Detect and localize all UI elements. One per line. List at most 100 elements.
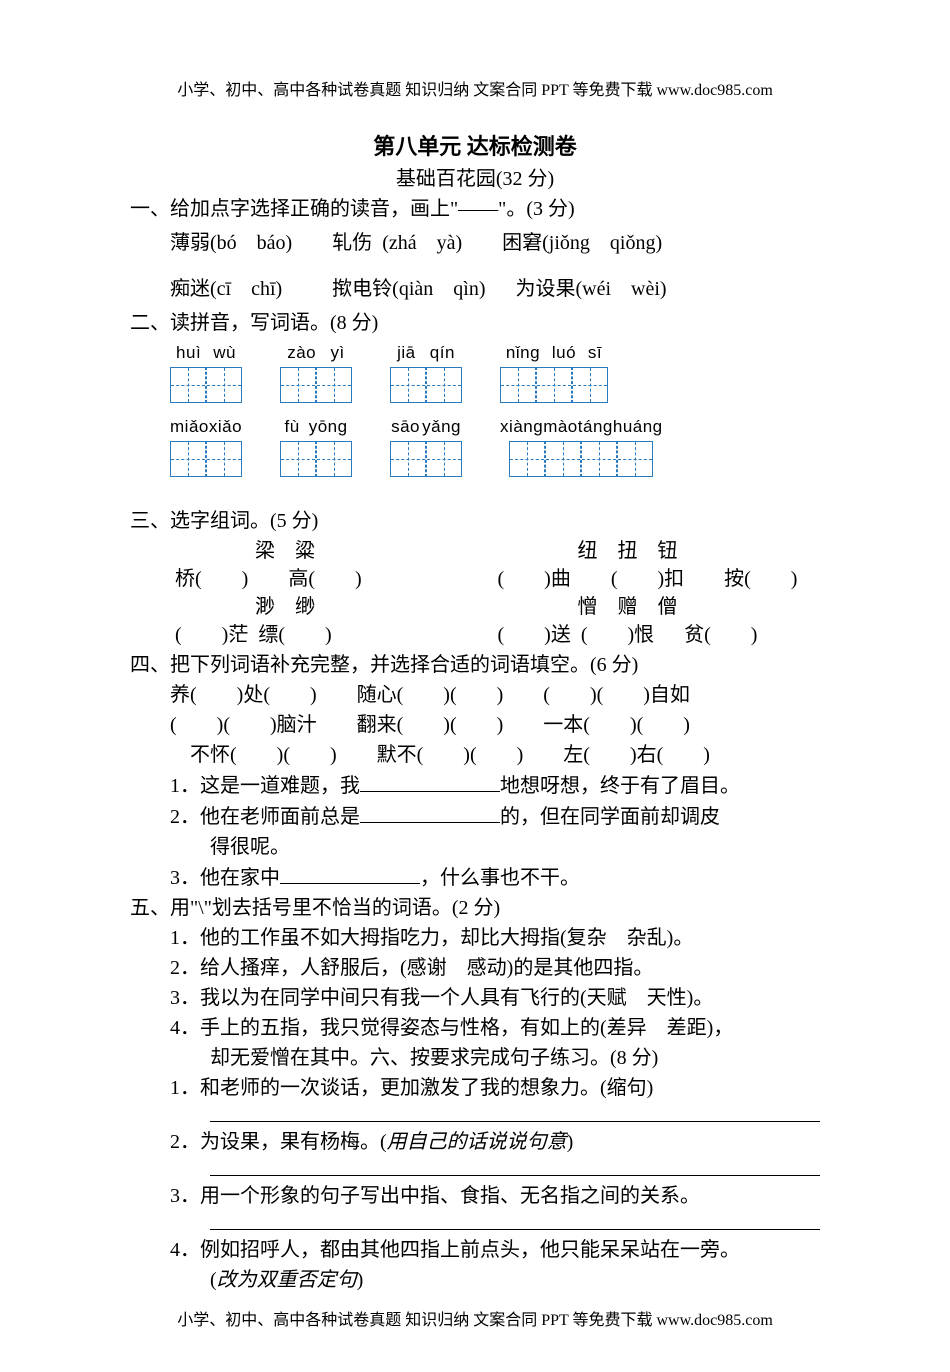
q4-s3: 3．他在家中 ，什么事也不干。 (130, 863, 820, 892)
char-box (280, 367, 316, 403)
q5-l1: 1．他的工作虽不如大拇指吃力，却比大拇指(复杂 杂乱)。 (130, 924, 820, 952)
q4-s1b: 地想呀想，终于有了眉目。 (500, 775, 740, 797)
q4-row1: 养( )处( ) 随心( )( ) ( )( )自如 (130, 681, 820, 709)
q3-g4-header: 憎 赠 僧 (498, 593, 821, 621)
char-box (536, 367, 572, 403)
q5-s4d: ) (357, 1269, 364, 1291)
pinyin-syllable: xiǎo (209, 415, 242, 439)
q4-s2: 2．他在老师面前总是的，但在同学面前却调皮 (130, 802, 820, 831)
char-box (206, 367, 242, 403)
pinyin-syllable: fù (285, 415, 300, 439)
char-boxes (170, 367, 242, 403)
char-boxes (509, 441, 653, 477)
q5-l2: 2．给人搔痒，人舒服后，(感谢 感动)的是其他四指。 (130, 954, 820, 982)
char-boxes (390, 367, 462, 403)
pinyin-syllable: yōng (309, 415, 348, 439)
page-header: 小学、初中、高中各种试卷真题 知识归纳 文案合同 PPT 等免费下载 www.d… (130, 80, 820, 102)
pinyin-box-group: nǐngluósī (500, 341, 608, 403)
pinyin-box-group: zàoyì (280, 341, 352, 403)
q5-l4b: 却无爱憎在其中。六、按要求完成句子练习。(8 分) (130, 1044, 820, 1072)
q5-s3: 3．用一个形象的句子写出中指、食指、无名指之间的关系。 (130, 1182, 820, 1210)
char-box (426, 367, 462, 403)
pinyin-row: zàoyì (280, 341, 352, 365)
q4-s3a: 3．他在家中 (170, 867, 280, 889)
q3-g2-line: ( )曲 ( )扣 按( ) (498, 565, 821, 593)
pinyin-syllable: sī (588, 341, 602, 365)
q4-heading: 四、把下列词语补充完整，并选择合适的词语填空。(6 分) (130, 651, 820, 679)
pinyin-row: huìwù (170, 341, 242, 365)
char-boxes (280, 441, 352, 477)
char-box (170, 367, 206, 403)
pinyin-box-group: xiàngmàotánghuáng (500, 415, 663, 477)
char-box (390, 367, 426, 403)
q4-row3: 不怀( )( ) 默不( )( ) 左( )右( ) (130, 741, 820, 769)
pinyin-syllable: jiā (397, 341, 416, 365)
q5-heading: 五、用"\"划去括号里不恰当的词语。(2 分) (130, 894, 820, 922)
q5-s4b: (改为双重否定句) (130, 1266, 820, 1294)
char-boxes (170, 441, 242, 477)
blank (360, 802, 500, 823)
pinyin-row: miǎoxiǎo (170, 415, 242, 439)
pinyin-syllable: miǎo (170, 415, 209, 439)
q4-s2a: 2．他在老师面前总是 (170, 806, 360, 828)
q4-s3b: ，什么事也不干。 (420, 867, 580, 889)
page-container: 小学、初中、高中各种试卷真题 知识归纳 文案合同 PPT 等免费下载 www.d… (0, 0, 950, 1372)
q5-s2c: ) (567, 1131, 574, 1153)
q3-g3-header: 渺 缈 (175, 593, 498, 621)
pinyin-row: jiāqín (390, 341, 462, 365)
q3-g2-header: 纽 扭 钮 (498, 537, 821, 565)
q3-row2: 渺 缈 ( )茫 缥( ) 憎 赠 僧 ( )送 ( )恨 贫( ) (130, 593, 820, 649)
pinyin-syllable: yǎng (422, 415, 461, 439)
pinyin-syllable: wù (213, 341, 236, 365)
q5-s4: 4．例如招呼人，都由其他四指上前点头，他只能呆呆站在一旁。 (130, 1236, 820, 1264)
q5-s2b: 用自己的话说说句意 (387, 1131, 567, 1153)
blank (280, 863, 420, 884)
char-box (316, 367, 352, 403)
pinyin-syllable: qín (430, 341, 455, 365)
char-box (316, 441, 352, 477)
q5-l3: 3．我以为在同学中间只有我一个人具有飞行的(天赋 天性)。 (130, 984, 820, 1012)
char-box (170, 441, 206, 477)
answer-line (210, 1228, 820, 1230)
char-box (572, 367, 608, 403)
q2-row2: miǎoxiǎo fùyōng sāoyǎng xiàngmàotánghuáng (170, 415, 820, 477)
q5-s2: 2．为设果，果有杨梅。(用自己的话说说句意) (130, 1128, 820, 1156)
q3-heading: 三、选字组词。(5 分) (130, 507, 820, 535)
pinyin-row: sāoyǎng (390, 415, 462, 439)
answer-line (210, 1174, 820, 1176)
char-box (617, 441, 653, 477)
pinyin-box-group: fùyōng (280, 415, 352, 477)
pinyin-row: xiàngmàotánghuáng (500, 415, 663, 439)
q1-line2: 痴迷(cī chī) 揿电铃(qiàn qìn) 为设果(wéi wèi) (130, 275, 820, 303)
char-boxes (500, 367, 608, 403)
q1-line1: 薄弱(bó báo) 轧伤 (zhá yà) 困窘(jiǒng qiǒng) (130, 229, 820, 257)
char-box (509, 441, 545, 477)
q2-heading: 二、读拼音，写词语。(8 分) (130, 309, 820, 337)
q5-s1: 1．和老师的一次谈话，更加激发了我的想象力。(缩句) (130, 1074, 820, 1102)
blank (360, 771, 500, 792)
q3-row1: 梁 粱 桥( ) 高( ) 纽 扭 钮 ( )曲 ( )扣 按( ) (130, 537, 820, 593)
char-boxes (390, 441, 462, 477)
char-box (390, 441, 426, 477)
char-box (280, 441, 316, 477)
pinyin-box-group: huìwù (170, 341, 242, 403)
pinyin-syllable: sāo (391, 415, 420, 439)
char-box (426, 441, 462, 477)
q5-l4: 4．手上的五指，我只觉得姿态与性格，有如上的(差异 差距)， (130, 1014, 820, 1042)
document-subtitle: 基础百花园(32 分) (130, 165, 820, 193)
q4-s2c: 得很呢。 (130, 833, 820, 861)
q4-s1: 1．这是一道难题，我地想呀想，终于有了眉目。 (130, 771, 820, 800)
q5-s4b-paren: ( (210, 1269, 217, 1291)
q4-row2: ( )( )脑汁 翻来( )( ) 一本( )( ) (130, 711, 820, 739)
pinyin-box-group: sāoyǎng (390, 415, 462, 477)
char-box (206, 441, 242, 477)
pinyin-syllable: nǐng (506, 341, 540, 365)
pinyin-box-group: jiāqín (390, 341, 462, 403)
document-title: 第八单元 达标检测卷 (130, 132, 820, 163)
pinyin-box-group: miǎoxiǎo (170, 415, 242, 477)
char-box (581, 441, 617, 477)
pinyin-syllable: yì (331, 341, 345, 365)
pinyin-syllable: mào (543, 415, 578, 439)
q3-g3-line: ( )茫 缥( ) (175, 621, 498, 649)
pinyin-row: fùyōng (280, 415, 352, 439)
